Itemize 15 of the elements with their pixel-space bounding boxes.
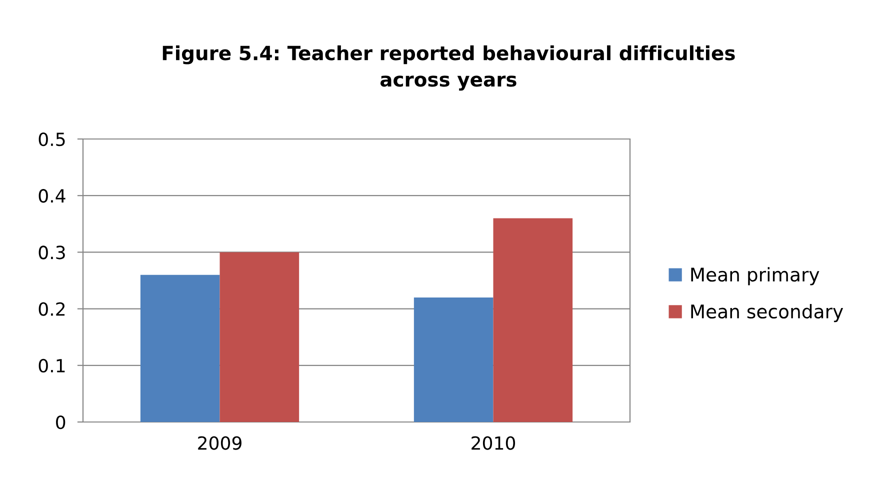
y-tick-label: 0.3 bbox=[38, 246, 65, 260]
legend-label: Mean secondary bbox=[691, 304, 844, 322]
bar bbox=[220, 252, 300, 422]
chart-title: Figure 5.4: Teacher reported behavioural difficulties across years bbox=[162, 45, 735, 91]
y-tick-label: 0.4 bbox=[38, 189, 66, 203]
bar bbox=[140, 274, 220, 422]
bar bbox=[493, 218, 573, 422]
bar bbox=[414, 297, 494, 422]
legend-label: Mean primary bbox=[691, 267, 820, 286]
y-tick-label: 0 bbox=[56, 415, 66, 430]
y-tick-label: 0.2 bbox=[38, 302, 65, 316]
x-tick-label: 2010 bbox=[472, 436, 516, 450]
y-tick-label: 0.1 bbox=[38, 358, 65, 373]
y-tick-label: 0.5 bbox=[38, 132, 65, 146]
x-tick-label: 2009 bbox=[198, 436, 242, 450]
